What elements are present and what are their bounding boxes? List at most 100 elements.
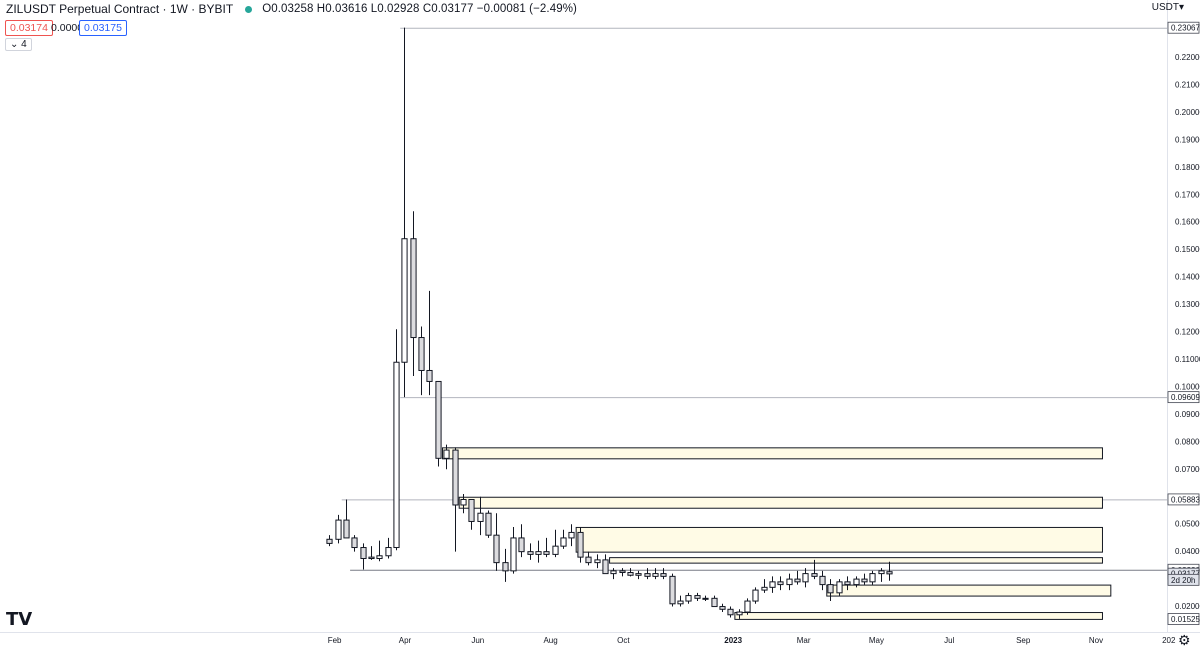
candle-body[interactable] (853, 578, 860, 586)
time-tick-label: May (869, 636, 884, 645)
candle-body[interactable] (360, 547, 367, 560)
candle-body[interactable] (326, 538, 333, 544)
time-tick-label: 2023 (724, 636, 742, 645)
candle-body[interactable] (535, 551, 542, 555)
buy-price-button[interactable]: 0.03175 (79, 20, 127, 36)
candle-body[interactable] (401, 238, 408, 363)
zones (441, 447, 1112, 620)
time-axis[interactable]: Feb Apr Jun Aug Oct 2023 Mar May Jul Sep Nov 202 (328, 636, 1176, 645)
candle-body[interactable] (660, 573, 667, 577)
price-label-box (1167, 391, 1200, 404)
candle-body[interactable] (335, 519, 342, 540)
candle-body[interactable] (577, 531, 584, 558)
candle-body[interactable] (819, 575, 826, 586)
candle-body[interactable] (869, 573, 876, 583)
candle-body[interactable] (727, 608, 734, 616)
candle-body[interactable] (719, 606, 726, 610)
candle-body[interactable] (861, 578, 868, 583)
candle-body[interactable] (468, 498, 475, 522)
candle-body[interactable] (385, 547, 392, 557)
candle-body[interactable] (527, 551, 534, 555)
candle-body[interactable] (560, 537, 567, 547)
candle-body[interactable] (452, 449, 459, 506)
candle-body[interactable] (711, 597, 718, 608)
candle-body[interactable] (752, 589, 759, 602)
price-label-box (1167, 613, 1200, 625)
zone-rectangle[interactable] (609, 557, 1103, 564)
candle-body[interactable] (460, 498, 467, 506)
candle-body[interactable] (744, 600, 751, 613)
currency-selector[interactable]: USDT▾ (1152, 2, 1184, 13)
candle-body[interactable] (761, 586, 768, 591)
candle-body[interactable] (777, 581, 784, 586)
candle-body[interactable] (485, 512, 492, 536)
candle-body[interactable] (836, 581, 843, 594)
chevron-down-icon: ⌄ (10, 39, 19, 50)
candle-body[interactable] (426, 369, 433, 382)
candle-body[interactable] (518, 537, 525, 553)
candle-body[interactable] (827, 584, 834, 594)
candle-body[interactable] (886, 571, 893, 575)
candle-body[interactable] (627, 572, 634, 576)
zone-rectangle[interactable] (826, 584, 1112, 597)
candle-body[interactable] (510, 537, 517, 572)
candle-body[interactable] (477, 512, 484, 522)
candle-body[interactable] (435, 380, 442, 459)
chevron-down-icon: ▾ (1178, 2, 1184, 13)
indicators-collapse-button[interactable]: ⌄ 4 (5, 38, 32, 51)
candle-body[interactable] (794, 578, 801, 583)
candle-body[interactable] (769, 581, 776, 588)
candle-body[interactable] (619, 570, 626, 574)
candle-body[interactable] (844, 581, 851, 586)
gear-icon[interactable]: ⚙ (1178, 632, 1191, 648)
candle-body[interactable] (443, 449, 450, 459)
candle-body[interactable] (351, 537, 358, 549)
currency-label: USDT (1151, 2, 1179, 13)
candle-body[interactable] (602, 559, 609, 575)
candle-body[interactable] (594, 559, 601, 564)
candle-body[interactable] (493, 534, 500, 564)
symbol-title[interactable]: ZILUSDT Perpetual Contract · 1W · BYBIT (6, 2, 234, 16)
candle-body[interactable] (585, 556, 592, 564)
tradingview-logo-icon[interactable]: TV (6, 609, 33, 630)
candle-body[interactable] (568, 531, 575, 539)
candle-body[interactable] (610, 570, 617, 575)
candle-body[interactable] (685, 595, 692, 602)
zone-rectangle[interactable] (734, 612, 1103, 620)
candle-body[interactable] (652, 573, 659, 577)
zone-rectangle[interactable] (458, 496, 1103, 509)
candle-body[interactable] (502, 562, 509, 572)
candle-body[interactable] (811, 573, 818, 577)
zone-rectangle[interactable] (575, 526, 1103, 553)
candle-body[interactable] (543, 551, 550, 555)
sell-price-button[interactable]: 0.03174 (5, 20, 53, 36)
candle-body[interactable] (669, 575, 676, 605)
candle-body[interactable] (802, 573, 809, 583)
candle-body[interactable] (376, 555, 383, 560)
candle-body[interactable] (343, 519, 350, 539)
candle-body[interactable] (393, 361, 400, 549)
candle-body[interactable] (410, 238, 417, 339)
candle-body[interactable] (694, 595, 701, 599)
candle-body[interactable] (418, 337, 425, 371)
candle-body[interactable] (878, 570, 885, 575)
candle-body[interactable] (552, 545, 559, 555)
zone-rectangle[interactable] (441, 447, 1103, 460)
candle-body[interactable] (702, 597, 709, 600)
candle-body[interactable] (677, 600, 684, 605)
candle-body[interactable] (736, 611, 743, 616)
price-label: 0.09609 (1171, 393, 1200, 402)
candle-body[interactable] (786, 578, 793, 586)
candle-body[interactable] (644, 573, 651, 577)
candle-body[interactable] (368, 556, 375, 560)
candle-body[interactable] (635, 573, 642, 576)
